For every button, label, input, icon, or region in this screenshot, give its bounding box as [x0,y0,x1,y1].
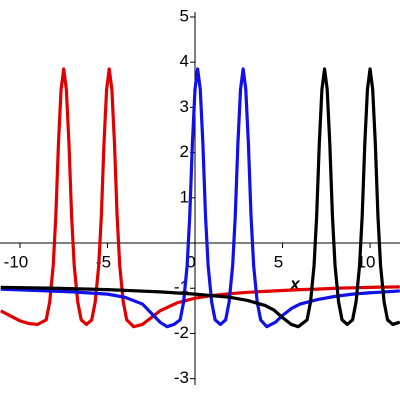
y-tick-label: 1 [180,187,189,206]
x-tick-label: 5 [274,253,283,272]
y-tick-label: 3 [180,97,189,116]
x-tick-label: 0 [186,253,195,272]
y-tick-label: -2 [174,323,189,342]
y-tick-label: 2 [180,142,189,161]
curve [0,67,400,329]
y-tick-label: 5 [180,6,189,25]
y-tick-label: -3 [174,368,189,387]
curve [0,67,400,329]
x-tick-label: -10 [4,253,29,272]
curve [0,67,400,329]
y-tick-label: 4 [180,52,189,71]
